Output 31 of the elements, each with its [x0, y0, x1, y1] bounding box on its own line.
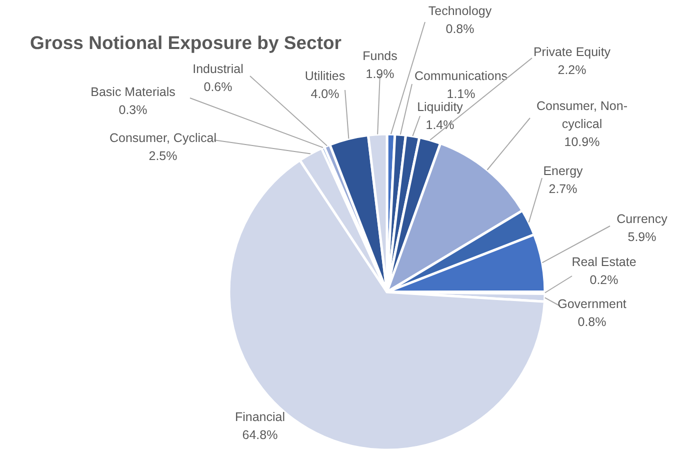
- slice-label: Consumer, Non-cyclical: [536, 99, 628, 132]
- text: Gross Notional Exposure by Sector: [30, 32, 342, 54]
- data-label: 0.8%: [578, 315, 606, 330]
- slice-label: Real Estate: [572, 255, 636, 270]
- slice-label: Industrial: [192, 62, 244, 76]
- slice-label: Private Equity: [533, 45, 612, 60]
- slice-label: Financial: [234, 410, 286, 424]
- slice-label: Basic Materials: [90, 85, 176, 100]
- data-label: 0.3%: [118, 103, 148, 118]
- data-label: 0.2%: [590, 273, 618, 288]
- slice-label: Technology: [428, 4, 492, 18]
- data-label: 10.9%: [564, 135, 600, 150]
- data-label: 0.6%: [204, 80, 232, 94]
- slice-label: Energy: [543, 164, 584, 178]
- slice-label: Currency: [616, 212, 668, 226]
- slice-label: Funds: [362, 49, 398, 64]
- slice-label: Consumer, Cyclical: [110, 131, 216, 146]
- data-label: 4.0%: [310, 87, 340, 102]
- slice-label: Communications: [414, 69, 508, 84]
- data-label: 64.8%: [242, 428, 278, 442]
- data-label: 1.1%: [446, 87, 476, 102]
- data-label: 2.2%: [558, 63, 586, 78]
- data-label: 2.7%: [548, 182, 578, 196]
- slice-label: Government: [558, 297, 627, 312]
- slice-label: Utilities: [304, 69, 346, 84]
- data-label: 0.8%: [446, 22, 474, 36]
- data-label: 5.9%: [628, 230, 656, 244]
- data-label: 1.9%: [366, 67, 394, 82]
- data-label: 2.5%: [148, 149, 178, 164]
- slice-label: Liquidity: [417, 100, 464, 114]
- data-label: 1.4%: [426, 118, 454, 132]
